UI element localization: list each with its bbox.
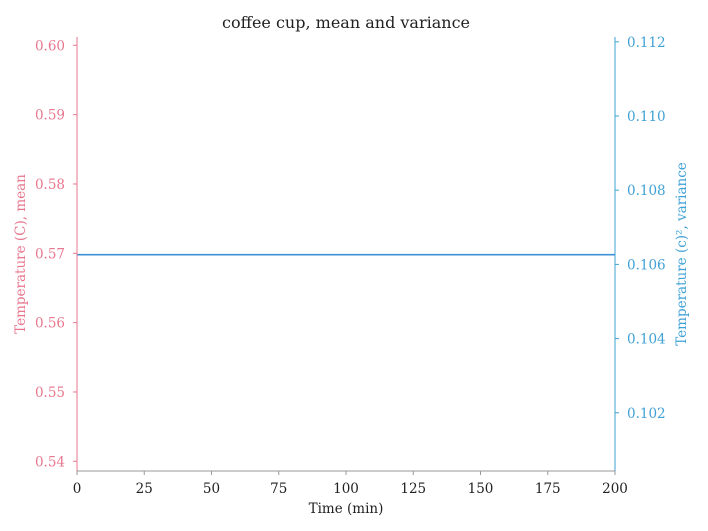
y-right-tick-label: 0.110 xyxy=(627,109,666,125)
y-right-ticks: 0.102 0.104 0.106 0.108 0.110 0.112 xyxy=(615,35,666,422)
y-axis-right-label: Temperature (c)², variance xyxy=(674,162,690,346)
chart-title: coffee cup, mean and variance xyxy=(222,13,470,32)
x-tick-label: 50 xyxy=(203,481,220,497)
x-tick-label: 75 xyxy=(270,481,287,497)
y-left-ticks: 0.54 0.55 0.56 0.57 0.58 0.59 0.60 xyxy=(35,38,77,470)
x-tick-label: 25 xyxy=(136,481,153,497)
y-left-tick-label: 0.58 xyxy=(35,177,65,193)
y-right-tick-label: 0.106 xyxy=(627,257,666,273)
x-tick-label: 200 xyxy=(602,481,628,497)
x-ticks: 0 25 50 75 100 125 150 175 200 xyxy=(73,471,628,497)
y-left-tick-label: 0.55 xyxy=(35,385,65,401)
y-right-tick-label: 0.112 xyxy=(627,35,666,51)
x-tick-label: 100 xyxy=(333,481,359,497)
y-left-tick-label: 0.57 xyxy=(35,246,65,262)
y-left-tick-label: 0.56 xyxy=(35,316,65,332)
x-tick-label: 150 xyxy=(468,481,494,497)
y-right-tick-label: 0.102 xyxy=(627,406,666,422)
x-tick-label: 175 xyxy=(535,481,561,497)
x-tick-label: 0 xyxy=(73,481,82,497)
y-axis-left-label: Temperature (C), mean xyxy=(13,174,29,334)
y-right-tick-label: 0.108 xyxy=(627,183,666,199)
x-axis-label: Time (min) xyxy=(309,501,384,517)
y-right-tick-label: 0.104 xyxy=(627,332,666,348)
y-left-tick-label: 0.60 xyxy=(35,38,65,54)
y-left-tick-label: 0.59 xyxy=(35,108,65,124)
x-tick-label: 125 xyxy=(400,481,426,497)
y-left-tick-label: 0.54 xyxy=(35,454,65,470)
